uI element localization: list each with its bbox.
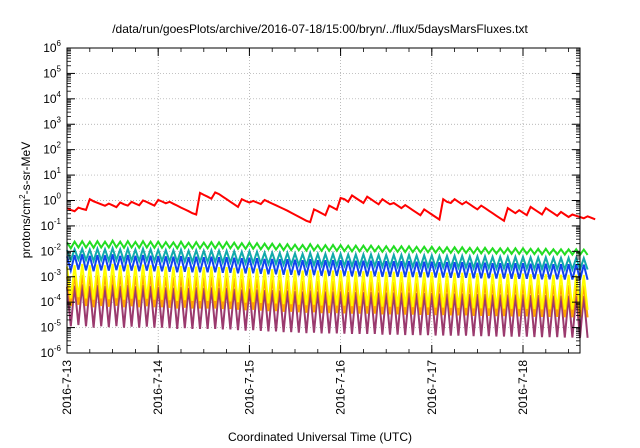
x-axis: 2016-7-13 2016-7-14 2016-7-15 2016-7-16 2016…: [60, 48, 569, 415]
flux-series-line: [66, 238, 589, 257]
y-tick-label: 102: [43, 141, 61, 157]
y-tick-label: 10-2: [41, 242, 62, 258]
flux-series-line: [66, 284, 589, 338]
y-tick-label: 104: [43, 90, 61, 106]
flux-series-line: [66, 191, 596, 224]
flux-series-line: [66, 254, 589, 281]
y-tick-label: 101: [43, 166, 61, 182]
x-tick-label: 2016-7-15: [242, 360, 256, 415]
x-tick-label: 2016-7-16: [334, 360, 348, 415]
x-tick-label: 2016-7-17: [425, 360, 439, 415]
y-tick-label: 106: [43, 39, 61, 55]
y-tick-label: 10-4: [41, 293, 62, 309]
flux-series-line: [66, 245, 589, 273]
x-axis-label: Coordinated Universal Time (UTC): [227, 430, 413, 444]
y-tick-label: 105: [43, 64, 61, 80]
y-tick-label: 10-6: [41, 344, 62, 360]
y-axis: 10-6 10-5 10-4 10-3 10-2 10-1 100 101 102 103 104 1…: [41, 39, 580, 360]
x-tick-label: 2016-7-14: [151, 360, 165, 415]
series-lines: [66, 191, 596, 338]
x-tick-label: 2016-7-13: [60, 360, 74, 415]
y-tick-label: 103: [43, 115, 61, 131]
y-tick-label: 10-3: [41, 268, 62, 284]
y-tick-label: 10-5: [41, 319, 62, 335]
y-axis-label: protons/cm2-s-sr-MeV: [18, 141, 33, 259]
chart-title: /data/run/goesPlots/archive/2016-07-18/1…: [112, 22, 528, 36]
y-tick-label: 100: [43, 192, 61, 208]
flux-series-line: [66, 263, 589, 310]
x-tick-label: 2016-7-18: [516, 360, 530, 415]
y-tick-label: 10-1: [41, 217, 62, 233]
